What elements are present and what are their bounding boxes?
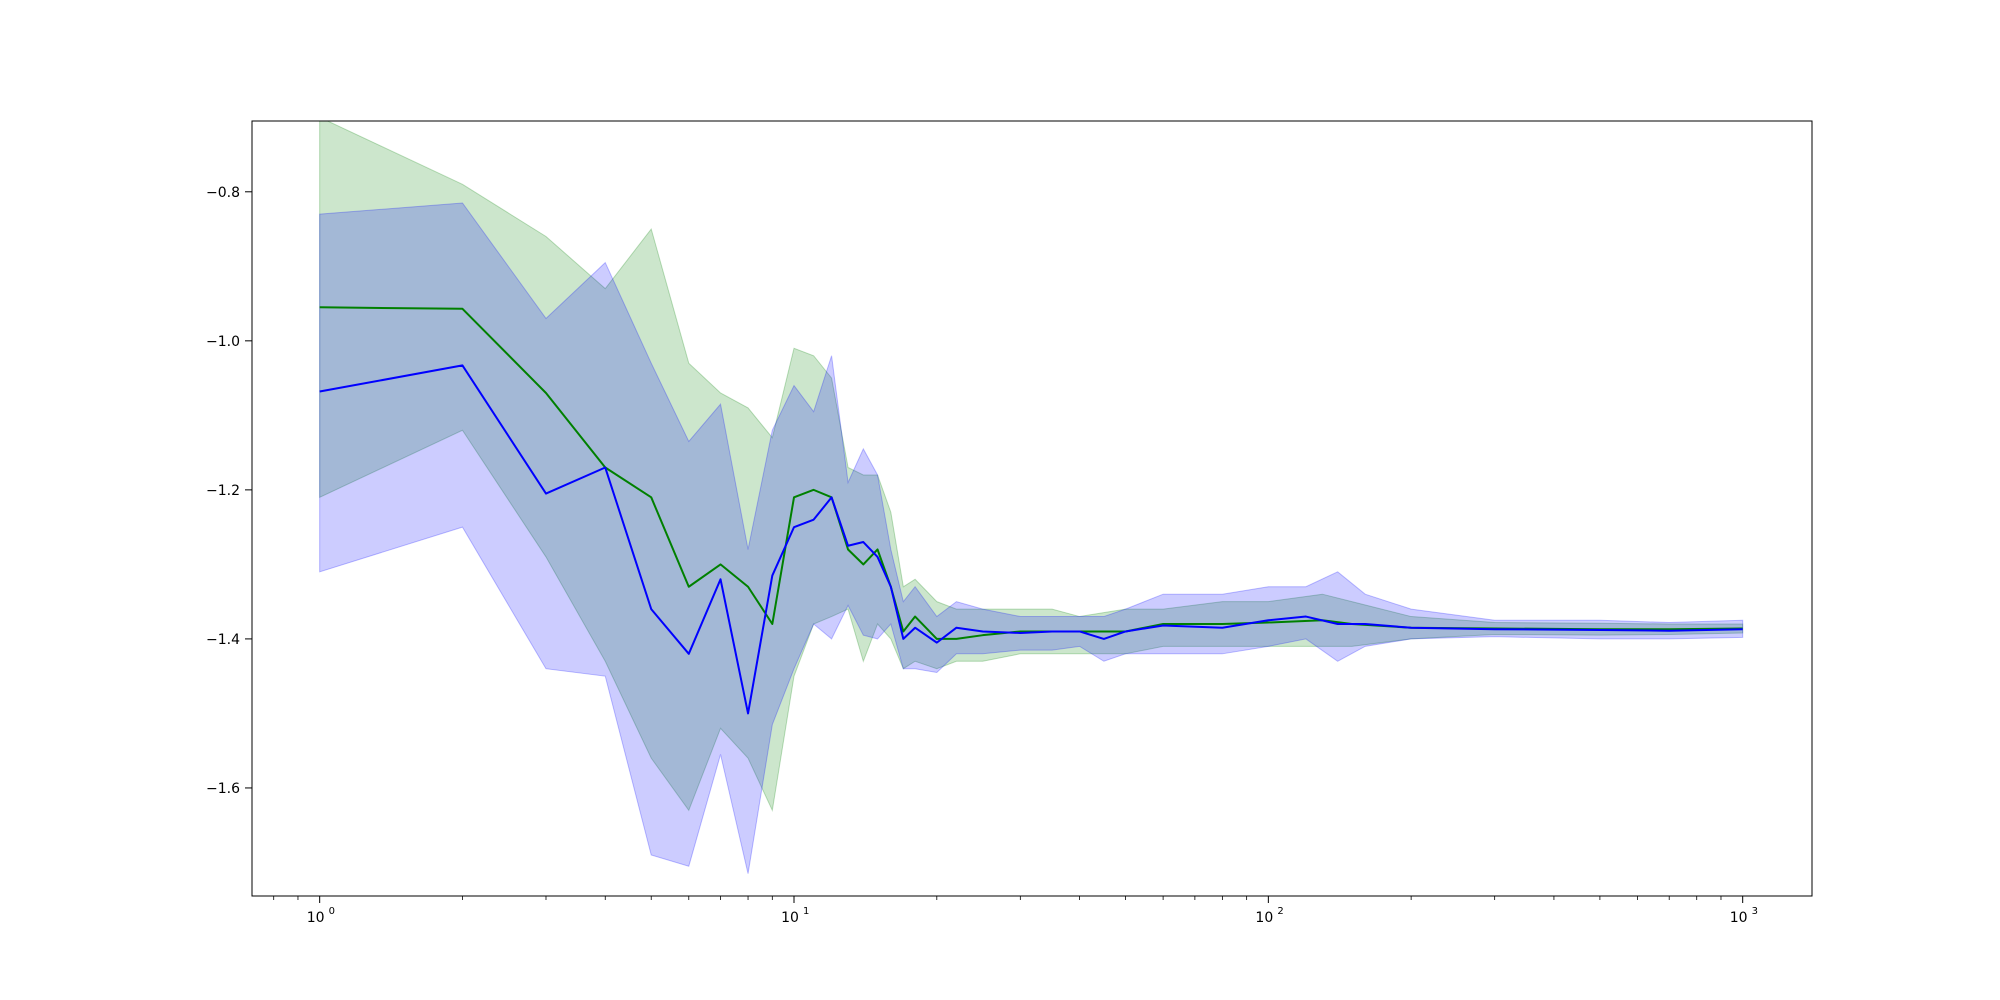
- x-tick-label: 10: [1730, 910, 1748, 926]
- y-tick-label: −1.4: [206, 632, 240, 648]
- series-2-line: [319, 364, 1743, 715]
- axes: 10 0 10 1 10 2 10 3 −0.8 −1.0 −1.2 −1.4 −1.6: [206, 120, 1813, 926]
- plot-area: [319, 121, 1744, 874]
- x-tick-label: 10: [307, 910, 325, 926]
- series-1-line: [319, 306, 1743, 640]
- y-tick-label: −1.6: [206, 781, 240, 797]
- y-tick-label: −1.0: [206, 334, 240, 350]
- series-2-band: [319, 202, 1744, 874]
- axes-frame: [251, 120, 1813, 897]
- x-tick-label-exponent: 0: [329, 906, 335, 917]
- x-tick-label: 10: [781, 910, 799, 926]
- x-tick-label-exponent: 2: [1277, 906, 1283, 917]
- x-tick-label: 10: [1255, 910, 1273, 926]
- y-tick-label: −0.8: [206, 185, 240, 201]
- x-tick-label-exponent: 1: [803, 906, 809, 917]
- y-tick-label: −1.2: [206, 483, 240, 499]
- x-tick-label-exponent: 3: [1752, 906, 1758, 917]
